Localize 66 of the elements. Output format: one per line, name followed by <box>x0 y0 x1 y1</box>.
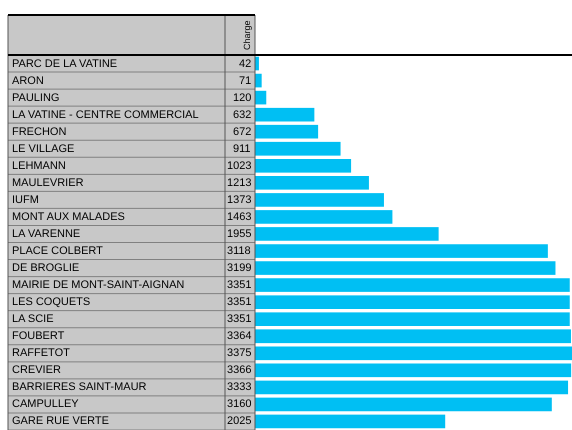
data-label: 3375 <box>227 347 252 359</box>
y-tick-label: LA VATINE - CENTRE COMMERCIAL <box>12 109 199 121</box>
data-label: 632 <box>233 109 252 121</box>
data-label: 3351 <box>227 279 252 291</box>
bar <box>255 124 318 139</box>
y-tick-label: CREVIER <box>12 364 61 376</box>
bar <box>255 312 570 326</box>
data-label: 672 <box>233 126 252 138</box>
y-tick-label: FOUBERT <box>12 330 65 342</box>
bar <box>255 398 552 412</box>
data-label: 911 <box>233 143 251 155</box>
bar <box>255 295 570 309</box>
bar <box>255 56 259 70</box>
data-label: 3364 <box>227 330 252 342</box>
data-label: 1463 <box>227 211 252 223</box>
data-label: 1373 <box>227 194 252 206</box>
y-tick-label: PLACE COLBERT <box>12 245 104 257</box>
data-label: 3366 <box>227 364 252 376</box>
y-tick-label: ARON <box>12 75 44 87</box>
bar <box>255 329 571 344</box>
bar <box>255 278 570 292</box>
data-label: 2025 <box>227 415 252 427</box>
bar <box>255 244 548 258</box>
y-tick-label: LEHMANN <box>12 160 66 172</box>
bar <box>255 364 572 378</box>
data-label: 1955 <box>227 228 252 240</box>
data-label: 42 <box>239 58 252 70</box>
bar <box>255 227 439 241</box>
data-label: 3199 <box>227 262 252 274</box>
bar <box>255 108 314 122</box>
bar <box>255 193 384 207</box>
y-tick-label: MONT AUX MALADES <box>12 211 125 223</box>
y-tick-label: MAIRIE DE MONT-SAINT-AIGNAN <box>12 279 184 291</box>
bar <box>255 210 392 224</box>
data-label: 3118 <box>227 245 251 257</box>
y-tick-label: PARC DE LA VATINE <box>12 58 118 70</box>
text: Charge <box>242 20 252 50</box>
y-tick-label: PAULING <box>12 92 60 104</box>
bar <box>255 261 556 275</box>
data-label: 3160 <box>227 398 252 410</box>
y-tick-label: GARE RUE VERTE <box>12 415 109 427</box>
y-tick-label: LES COQUETS <box>12 296 90 308</box>
bar <box>255 176 369 190</box>
bar <box>255 158 352 173</box>
data-label: 120 <box>233 92 252 104</box>
data-label: 3333 <box>227 381 252 393</box>
y-tick-label: IUFM <box>12 194 39 206</box>
y-tick-label: LE VILLAGE <box>12 143 74 155</box>
data-label: 71 <box>239 75 252 87</box>
data-label: 3351 <box>227 296 252 308</box>
bar <box>255 142 341 156</box>
y-tick-label: DE BROGLIE <box>12 262 80 274</box>
y-tick-label: RAFFETOT <box>12 347 70 359</box>
y-tick-label: LA SCIE <box>12 313 54 325</box>
y-tick-label: FRECHON <box>12 126 66 138</box>
data-label: 3351 <box>227 313 252 325</box>
bar <box>255 346 572 360</box>
y-tick-label: BARRIERES SAINT-MAUR <box>12 381 147 393</box>
bar <box>255 90 266 104</box>
y-tick-label: CAMPULLEY <box>12 398 80 410</box>
data-label: 1023 <box>227 160 252 172</box>
bar <box>255 414 446 428</box>
y-tick-label: MAULEVRIER <box>12 177 84 189</box>
data-label: 1213 <box>227 177 252 189</box>
y-tick-label: LA VARENNE <box>12 228 80 240</box>
bar <box>255 380 568 394</box>
